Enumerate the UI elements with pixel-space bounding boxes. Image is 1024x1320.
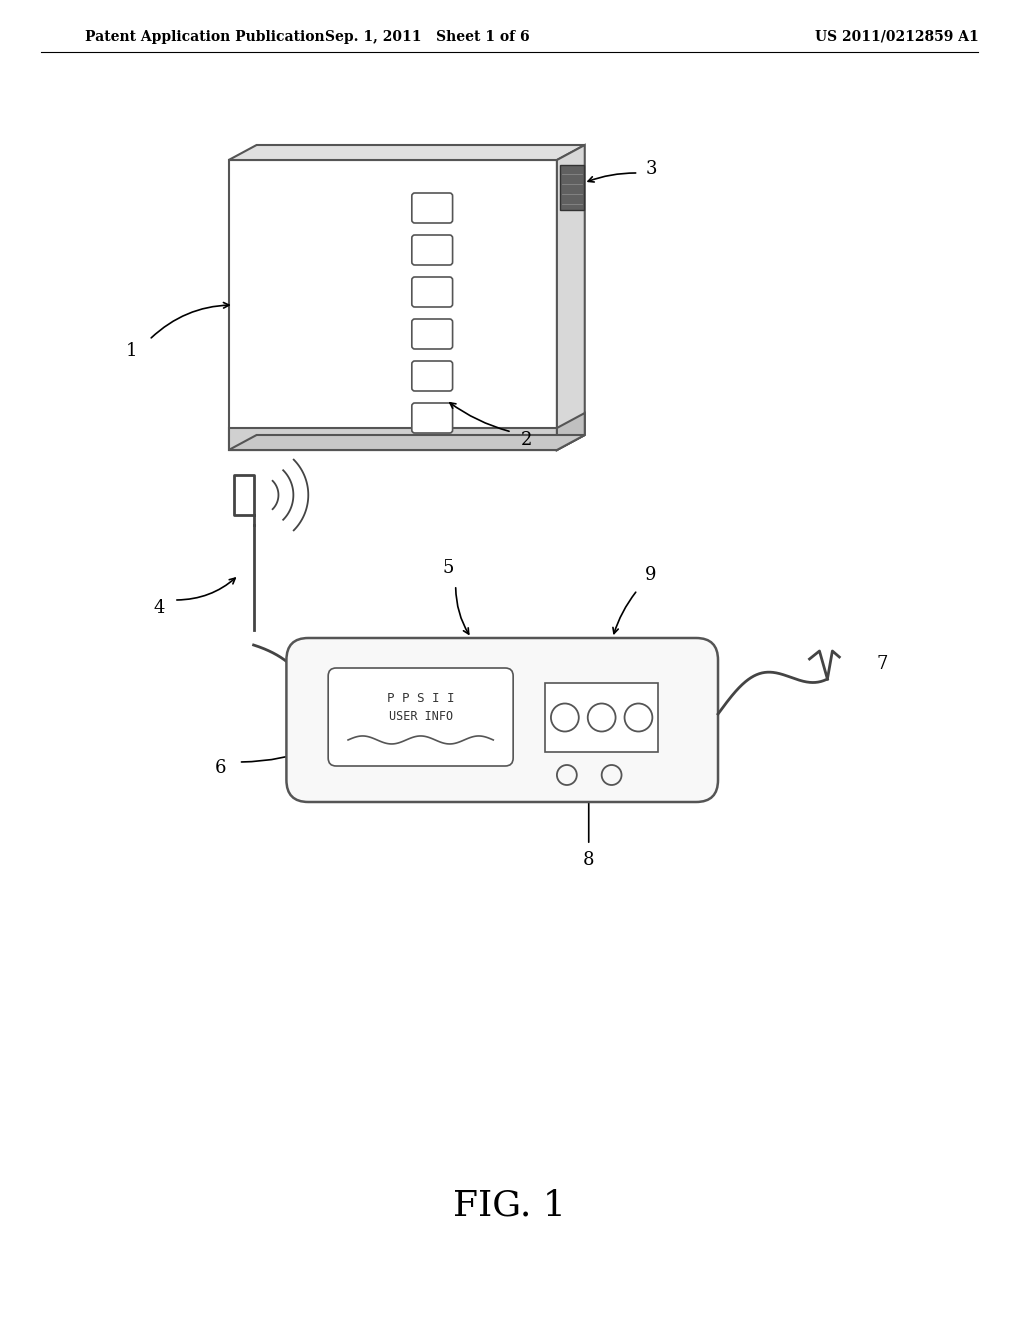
FancyBboxPatch shape xyxy=(412,235,453,265)
Text: Sep. 1, 2011   Sheet 1 of 6: Sep. 1, 2011 Sheet 1 of 6 xyxy=(326,30,530,44)
Polygon shape xyxy=(228,145,585,160)
Text: 5: 5 xyxy=(442,558,454,577)
FancyBboxPatch shape xyxy=(328,668,513,766)
FancyBboxPatch shape xyxy=(545,682,658,752)
Text: 6: 6 xyxy=(215,759,226,777)
Text: 4: 4 xyxy=(154,599,165,616)
FancyBboxPatch shape xyxy=(412,319,453,348)
Text: USER INFO: USER INFO xyxy=(388,710,453,723)
Bar xyxy=(228,428,557,450)
Text: 8: 8 xyxy=(583,851,595,869)
Text: FIG. 1: FIG. 1 xyxy=(453,1188,565,1222)
Text: 9: 9 xyxy=(645,566,656,583)
Text: Patent Application Publication: Patent Application Publication xyxy=(85,30,325,44)
Text: 7: 7 xyxy=(877,655,888,673)
Text: US 2011/0212859 A1: US 2011/0212859 A1 xyxy=(815,30,979,44)
Polygon shape xyxy=(228,436,585,450)
Polygon shape xyxy=(557,145,585,450)
Text: 3: 3 xyxy=(646,160,657,178)
FancyBboxPatch shape xyxy=(412,360,453,391)
FancyBboxPatch shape xyxy=(412,403,453,433)
Bar xyxy=(560,165,584,210)
FancyBboxPatch shape xyxy=(412,193,453,223)
FancyBboxPatch shape xyxy=(287,638,718,803)
Text: 2: 2 xyxy=(521,432,532,449)
Text: P P S I I: P P S I I xyxy=(387,693,455,705)
Bar xyxy=(228,160,557,450)
Polygon shape xyxy=(557,413,585,450)
Text: 1: 1 xyxy=(126,342,137,360)
FancyBboxPatch shape xyxy=(412,277,453,308)
